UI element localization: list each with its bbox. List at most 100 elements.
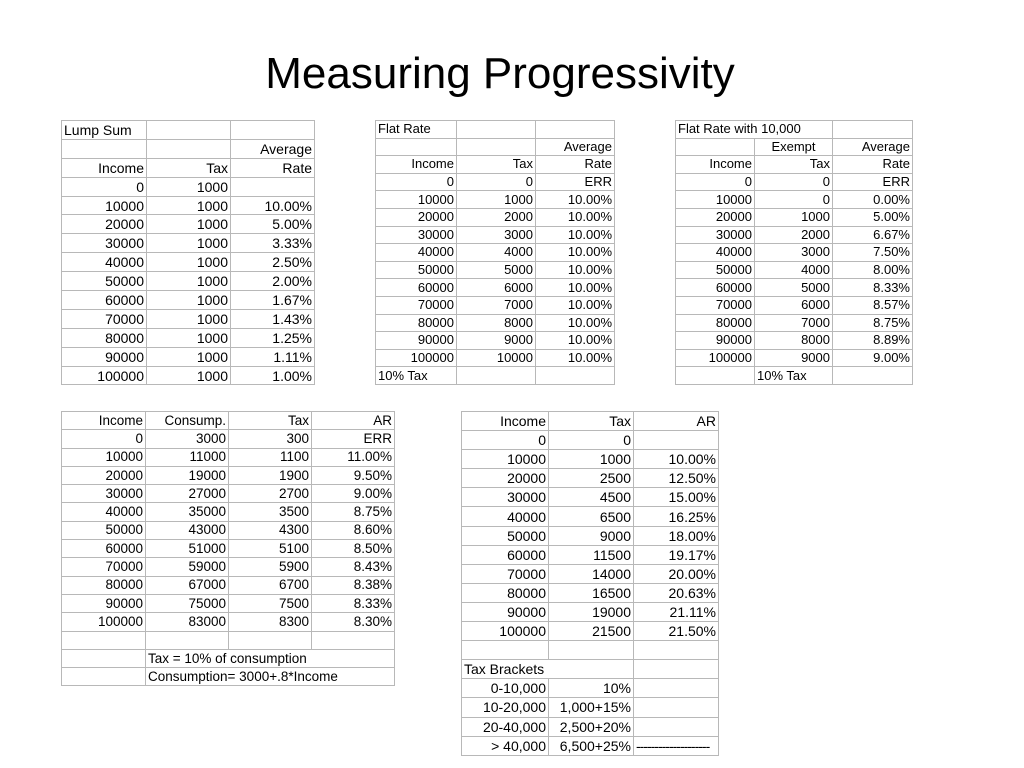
column-header: Income xyxy=(61,410,146,431)
table-row: 80000 1000 1.25% xyxy=(61,327,315,348)
table-cell: 70000 xyxy=(61,308,147,329)
table-cell: 10.00% xyxy=(535,243,615,262)
table-cell: 10000 xyxy=(61,447,146,467)
table-cell: 20.63% xyxy=(633,582,719,603)
table-row: 100000 83000 8300 8.30% xyxy=(61,612,395,632)
table-row: > 40,000 6,500+25% -------------------- xyxy=(461,735,719,756)
table-row: 90000 9000 10.00% xyxy=(375,331,615,350)
table-cell: 75000 xyxy=(145,593,229,614)
table-cell: 9000 xyxy=(754,348,833,368)
table-row xyxy=(61,630,395,650)
note-text: Tax = 10% of consumption xyxy=(145,648,395,669)
table-cell: 7.50% xyxy=(832,243,913,262)
table-cell: 5900 xyxy=(228,557,312,577)
table-cell: 67000 xyxy=(145,575,229,595)
column-header: AR xyxy=(633,410,719,432)
table-cell: 30000 xyxy=(675,225,755,245)
table-cell: 80000 xyxy=(375,313,457,333)
table-cell: 60000 xyxy=(675,278,755,297)
table-cell: 8.33% xyxy=(311,593,395,614)
header-row: Income Tax Rate xyxy=(375,155,615,174)
table-cell: 20000 xyxy=(461,468,549,489)
table-row: 20000 1000 5.00% xyxy=(61,214,315,235)
header-row: Income Consump. Tax AR xyxy=(61,410,395,431)
table-row: 70000 6000 8.57% xyxy=(675,295,913,315)
table-cell: 50000 xyxy=(461,525,549,546)
table-cell: 100000 xyxy=(61,365,147,386)
flat-rate-table: Flat Rate Average Income Tax Rate 0 0 ERR 1… xyxy=(375,120,615,385)
column-header: Tax xyxy=(456,155,536,174)
table-cell: 1900 xyxy=(228,465,312,486)
table-cell: 10.00% xyxy=(633,449,719,470)
table-cell: 2.50% xyxy=(230,252,315,273)
table-cell: 1.00% xyxy=(230,365,315,386)
table-row: 10% Tax xyxy=(675,366,913,385)
table-cell: 0 xyxy=(675,172,755,192)
table-cell: 20000 xyxy=(375,207,457,227)
table-cell: 40000 xyxy=(61,502,146,522)
table-cell: 10.00% xyxy=(535,207,615,227)
table-row: 70000 7000 10.00% xyxy=(375,295,615,315)
table-row: 100000 21500 21.50% xyxy=(461,621,719,642)
footer-note: 10% Tax xyxy=(375,366,457,385)
table-row: 70000 1000 1.43% xyxy=(61,308,315,329)
table-row: 20-40,000 2,500+20% xyxy=(461,716,719,737)
table-label: Flat Rate xyxy=(375,120,457,139)
table-cell: 8.43% xyxy=(311,557,395,577)
column-header: Consump. xyxy=(145,410,229,431)
table-cell: 60000 xyxy=(61,539,146,559)
table-cell: 90000 xyxy=(61,346,147,367)
table-cell: 10000 xyxy=(61,195,147,216)
table-row: 10000 0 0.00% xyxy=(675,190,913,209)
table-row: 20000 2000 10.00% xyxy=(375,207,615,227)
table-row: 80000 16500 20.63% xyxy=(461,582,719,603)
table-cell: 90000 xyxy=(461,601,549,623)
table-row: 20000 19000 1900 9.50% xyxy=(61,465,395,486)
table-row: Flat Rate xyxy=(375,120,615,139)
table-row: 0-10,000 10% xyxy=(461,678,719,699)
table-cell: 40000 xyxy=(61,252,147,273)
table-cell: 0.00% xyxy=(832,190,913,209)
table-cell xyxy=(230,176,315,197)
table-row: 40000 1000 2.50% xyxy=(61,252,315,273)
table-row: 100000 10000 10.00% xyxy=(375,348,615,368)
table-cell: 2000 xyxy=(456,207,536,227)
table-row: 10000 1000 10.00% xyxy=(375,190,615,209)
column-header: Average xyxy=(535,137,615,157)
table-cell: 60000 xyxy=(461,544,549,565)
table-cell: 1000 xyxy=(146,176,231,197)
table-row: Exempt Average xyxy=(675,137,913,157)
table-cell: 0 xyxy=(61,429,146,449)
table-row: Tax = 10% of consumption xyxy=(61,648,395,669)
table-row: 50000 5000 10.00% xyxy=(375,260,615,280)
table-cell: 9000 xyxy=(548,525,634,546)
table-cell: 100000 xyxy=(61,612,146,632)
table-row: 90000 8000 8.89% xyxy=(675,331,913,350)
table-cell: ERR xyxy=(832,172,913,192)
table-cell: 1.11% xyxy=(230,346,315,367)
table-cell: 8.50% xyxy=(311,539,395,559)
table-label: Tax Brackets xyxy=(461,659,634,680)
table-cell: 10.00% xyxy=(535,278,615,297)
table-cell: 80000 xyxy=(461,582,549,603)
table-row: 0 0 ERR xyxy=(675,172,913,192)
column-header: Income xyxy=(461,410,549,432)
table-label: Lump Sum xyxy=(61,120,147,140)
table-row: 90000 1000 1.11% xyxy=(61,346,315,367)
table-row: 10000 1000 10.00% xyxy=(61,195,315,216)
table-cell: 18.00% xyxy=(633,525,719,546)
table-cell: 50000 xyxy=(375,260,457,280)
table-cell: 1000 xyxy=(146,195,231,216)
slide-title: Measuring Progressivity xyxy=(265,49,735,98)
table-cell: 11.00% xyxy=(311,447,395,467)
table-cell: 2500 xyxy=(548,468,634,489)
table-cell: 20000 xyxy=(61,214,147,235)
table-row: 80000 8000 10.00% xyxy=(375,313,615,333)
table-cell: 10000 xyxy=(675,190,755,209)
table-cell: 1000 xyxy=(146,346,231,367)
table-cell: 2700 xyxy=(228,484,312,504)
table-cell xyxy=(633,697,719,718)
table-row: Lump Sum xyxy=(61,120,315,140)
table-cell: 8000 xyxy=(456,313,536,333)
table-cell: 1000 xyxy=(548,449,634,470)
